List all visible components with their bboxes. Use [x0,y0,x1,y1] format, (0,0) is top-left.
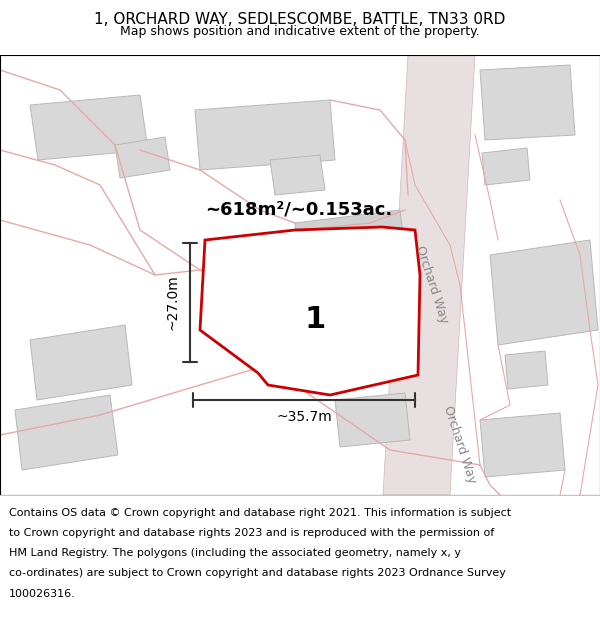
Text: Orchard Way: Orchard Way [442,404,479,486]
Text: Map shows position and indicative extent of the property.: Map shows position and indicative extent… [120,26,480,39]
Polygon shape [270,155,325,195]
Polygon shape [115,137,170,178]
Text: ~27.0m: ~27.0m [166,274,180,330]
Polygon shape [30,95,148,160]
Text: 100026316.: 100026316. [9,589,76,599]
Text: Orchard Way: Orchard Way [413,244,451,326]
Polygon shape [482,148,530,185]
Text: Contains OS data © Crown copyright and database right 2021. This information is : Contains OS data © Crown copyright and d… [9,508,511,518]
Polygon shape [195,100,335,170]
Text: ~35.7m: ~35.7m [276,410,332,424]
Text: ~618m²/~0.153ac.: ~618m²/~0.153ac. [205,201,392,219]
Text: to Crown copyright and database rights 2023 and is reproduced with the permissio: to Crown copyright and database rights 2… [9,528,494,538]
Polygon shape [490,240,598,345]
Text: 1, ORCHARD WAY, SEDLESCOMBE, BATTLE, TN33 0RD: 1, ORCHARD WAY, SEDLESCOMBE, BATTLE, TN3… [94,12,506,27]
Polygon shape [335,393,410,447]
Polygon shape [480,65,575,140]
Polygon shape [480,413,565,477]
Text: 1: 1 [304,306,326,334]
Polygon shape [505,351,548,389]
Text: HM Land Registry. The polygons (including the associated geometry, namely x, y: HM Land Registry. The polygons (includin… [9,548,461,558]
Polygon shape [295,210,410,310]
Polygon shape [383,55,475,495]
Polygon shape [200,227,420,395]
Text: co-ordinates) are subject to Crown copyright and database rights 2023 Ordnance S: co-ordinates) are subject to Crown copyr… [9,569,506,579]
Polygon shape [30,325,132,400]
Polygon shape [15,395,118,470]
